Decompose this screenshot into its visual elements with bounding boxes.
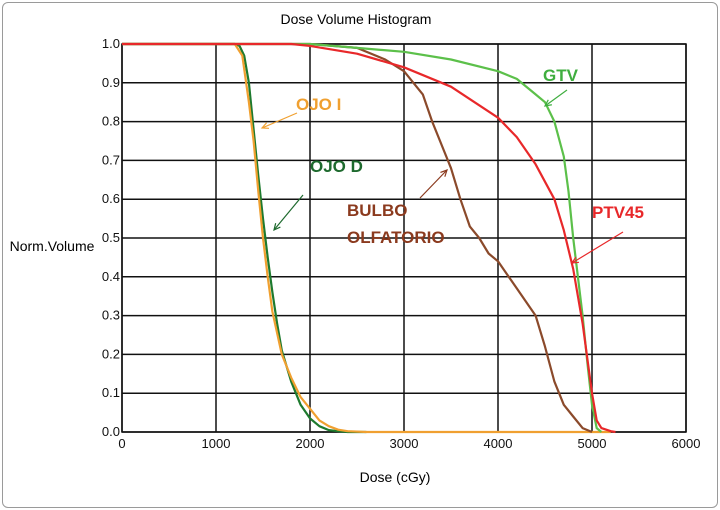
series-line-ojo-i [122, 42, 611, 434]
annotation-arrow [544, 89, 568, 107]
chart-title: Dose Volume Histogram [281, 11, 432, 27]
x-tick-label: 0 [118, 436, 125, 451]
x-tick-label: 2000 [296, 436, 325, 451]
arrowhead-icon [570, 256, 580, 264]
x-tick-label: 5000 [578, 436, 607, 451]
series-line-ptv45 [122, 42, 616, 434]
y-tick-label: 0.5 [102, 230, 120, 245]
y-tick-label: 0.2 [102, 346, 120, 361]
y-tick-label: 0.4 [102, 269, 120, 284]
annotation-label: BULBO [347, 201, 407, 220]
annotation-arrow [419, 169, 448, 199]
y-tick-label: 0.0 [102, 424, 120, 439]
annotation-label: PTV45 [592, 203, 644, 222]
arrowhead-icon [543, 99, 552, 107]
annotation-label: OJO D [310, 157, 363, 176]
y-axis-label: Norm.Volume [10, 238, 95, 254]
x-tick-label: 6000 [672, 436, 701, 451]
arrowhead-icon [273, 223, 281, 232]
annotation-arrow [571, 231, 624, 264]
annotation-arrow [261, 112, 298, 129]
y-tick-label: 0.9 [102, 75, 120, 90]
arrowhead-icon [440, 169, 448, 177]
y-tick-label: 0.1 [102, 385, 120, 400]
x-tick-label: 4000 [484, 436, 513, 451]
y-tick-label: 0.8 [102, 114, 120, 129]
series-line-ojo-d [122, 42, 367, 434]
x-tick-label: 3000 [390, 436, 419, 451]
y-tick-label: 0.3 [102, 308, 120, 323]
annotation-label: OLFATORIO [347, 228, 445, 247]
x-axis-label: Dose (cGy) [360, 469, 431, 485]
x-tick-label: 1000 [202, 436, 231, 451]
annotation-label: GTV [543, 66, 579, 85]
arrowhead-icon [260, 122, 270, 129]
annotation-arrow [273, 194, 304, 231]
y-tick-label: 0.7 [102, 152, 120, 167]
y-tick-label: 1.0 [102, 36, 120, 51]
annotation-label: OJO I [296, 95, 341, 114]
y-tick-label: 0.6 [102, 191, 120, 206]
